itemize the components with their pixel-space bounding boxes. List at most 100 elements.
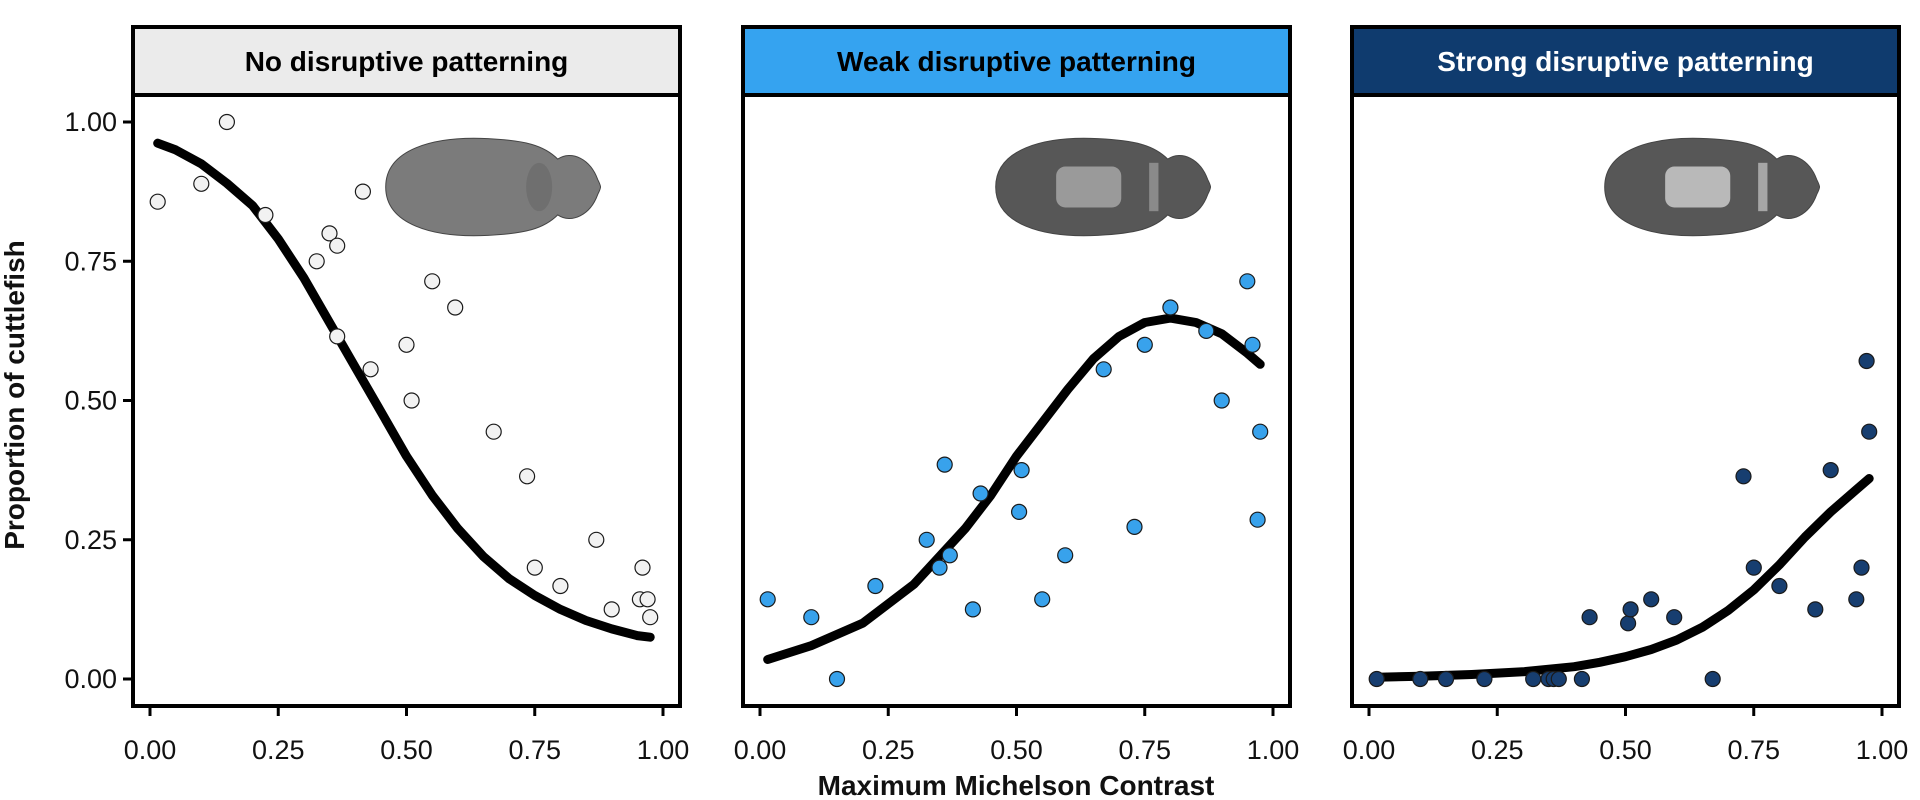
data-point [1213, 392, 1230, 409]
panel-2: Weak disruptive patterning 0.00 0.25 0.50 0.… [734, 25, 1300, 765]
data-point [1368, 670, 1385, 688]
data-point [1581, 609, 1598, 626]
data-point [1622, 601, 1639, 618]
data-point [1807, 601, 1824, 618]
x-axis-title: Maximum Michelson Contrast [818, 770, 1215, 800]
data-point [1525, 670, 1542, 688]
fit-curve [153, 138, 655, 642]
data-point [193, 175, 210, 192]
data-point [1412, 670, 1429, 688]
panel-title: Weak disruptive patterning [837, 46, 1196, 77]
x-tick-label: 0.75 [1118, 735, 1171, 765]
data-point [1198, 322, 1215, 339]
head-marking [526, 162, 553, 212]
data-point [588, 531, 605, 548]
data-point [1239, 273, 1256, 290]
data-point [931, 559, 948, 576]
data-point [1643, 591, 1660, 608]
data-point [867, 577, 884, 595]
data-point [1853, 559, 1870, 576]
head-bar [1758, 162, 1768, 212]
x-tick-label: 0.75 [508, 735, 561, 765]
data-point [1057, 547, 1074, 564]
x-tick-label: 0.00 [124, 735, 177, 765]
data-point [518, 468, 536, 485]
data-point [1252, 423, 1269, 440]
x-tick-label: 1.00 [1856, 735, 1909, 765]
data-point [149, 193, 166, 210]
data-point [447, 299, 464, 316]
data-point [1010, 503, 1028, 520]
data-point [941, 547, 958, 564]
data-point [329, 237, 346, 254]
data-point [972, 485, 989, 502]
x-tick-label: 0.50 [380, 735, 433, 765]
data-point [828, 670, 846, 688]
data-point [1013, 462, 1030, 479]
data-point [354, 183, 371, 200]
data-point [918, 531, 935, 548]
data-point [398, 336, 415, 353]
data-point [424, 273, 441, 290]
data-point [1771, 577, 1788, 595]
y-tick-label: 0.75 [64, 246, 117, 276]
x-tick-label: 0.00 [1343, 735, 1396, 765]
data-point [1550, 670, 1567, 688]
data-point [936, 456, 953, 473]
panel-title: Strong disruptive patterning [1437, 46, 1813, 77]
data-point [218, 113, 235, 131]
y-tick-label: 0.00 [64, 664, 117, 694]
cuttlefish-image [385, 137, 602, 237]
data-point [1861, 423, 1878, 440]
data-point [1573, 670, 1591, 688]
data-point [526, 559, 543, 576]
data-point [964, 601, 982, 618]
panel-header [131, 25, 682, 97]
panel-1: No disruptive patterning 0.00 0.25 0.50 0.75… [64, 25, 690, 765]
panel-3: Strong disruptive patterning 0.00 0.25 0.50… [1343, 25, 1909, 765]
x-tick-label: 1.00 [1247, 735, 1300, 765]
fit-curve [1372, 474, 1874, 682]
x-tick-label: 1.00 [637, 735, 690, 765]
data-point [1476, 670, 1493, 688]
data-point [603, 601, 620, 618]
data-point [552, 577, 569, 595]
x-tick-label: 0.50 [990, 735, 1043, 765]
data-point [634, 559, 651, 576]
y-axis-title: Proportion of cuttlefish [0, 240, 30, 550]
data-point [1249, 511, 1266, 528]
panel-header [741, 25, 1292, 97]
x-tick-label: 0.50 [1599, 735, 1652, 765]
data-point [362, 361, 379, 378]
data-point [639, 591, 656, 608]
data-point [485, 423, 502, 440]
mantle-patch [1056, 166, 1122, 208]
data-point [642, 609, 659, 626]
data-point [803, 609, 820, 626]
data-point [1735, 468, 1752, 485]
data-point [1745, 559, 1762, 576]
mantle-patch [1665, 166, 1731, 208]
data-point [1704, 670, 1721, 688]
x-tick-label: 0.00 [734, 735, 787, 765]
data-point [329, 328, 346, 345]
data-point [403, 392, 420, 409]
data-point [1126, 518, 1143, 536]
data-point [1162, 299, 1179, 316]
data-point [321, 225, 338, 242]
x-tick-label: 0.25 [1471, 735, 1524, 765]
data-point [1848, 591, 1865, 608]
x-tick-label: 0.25 [252, 735, 305, 765]
y-tick-label: 1.00 [64, 107, 117, 137]
data-point [1034, 591, 1051, 608]
x-tick-label: 0.75 [1727, 735, 1780, 765]
data-point [1136, 336, 1153, 353]
data-point [1619, 615, 1637, 632]
data-point [1244, 336, 1261, 353]
y-tick-label: 0.25 [64, 525, 117, 555]
data-point [1437, 670, 1455, 688]
data-point [257, 206, 274, 224]
panel-title: No disruptive patterning [245, 46, 569, 77]
x-tick-label: 0.25 [862, 735, 915, 765]
